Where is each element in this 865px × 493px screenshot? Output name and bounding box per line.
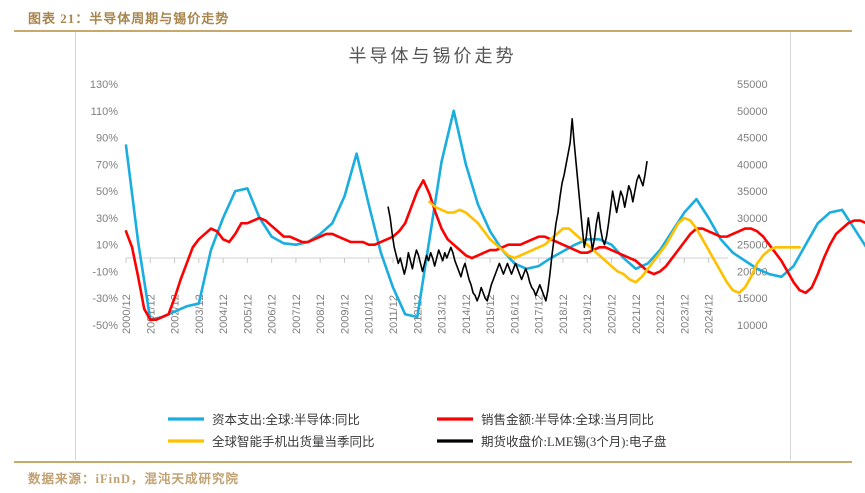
x-axis-tick: 2007/12: [291, 294, 303, 334]
x-axis-tick: 2011/12: [388, 295, 400, 334]
x-axis-tick: 2006/12: [267, 294, 279, 334]
x-axis-tick: 2019/12: [582, 294, 594, 334]
y-axis-left-tick: -30%: [92, 293, 118, 305]
y-axis-right-tick: 40000: [737, 159, 768, 171]
y-axis-left-tick: -10%: [92, 266, 118, 278]
series-line-1: [124, 179, 865, 321]
x-axis-tick: 2009/12: [339, 294, 351, 334]
figure-caption: 图表 21：半导体周期与锡价走势: [28, 11, 230, 26]
y-axis-right-tick: 25000: [737, 240, 768, 252]
chart-title: 半导体与锡价走势: [348, 46, 517, 66]
y-axis-right-tick: 50000: [737, 106, 768, 118]
y-axis-right-tick: 55000: [737, 79, 768, 91]
x-axis-tick: 2010/12: [364, 294, 376, 334]
series-line-0: [124, 109, 865, 321]
source-note: 数据来源：iFinD，混沌天成研究院: [28, 472, 240, 486]
frame-right-line: [790, 32, 791, 460]
y-axis-right-tick: 35000: [737, 186, 768, 198]
y-axis-left-tick: 30%: [96, 213, 118, 225]
series-line-2: [428, 200, 801, 295]
y-axis-left-tick: 90%: [96, 133, 118, 145]
y-axis-right-tick: 15000: [737, 293, 768, 305]
series-line-3: [387, 118, 648, 302]
y-axis-left-tick: 110%: [91, 106, 119, 118]
divider-top: [14, 30, 852, 32]
y-axis-left-tick: 50%: [96, 186, 118, 198]
y-axis-right-tick: 30000: [737, 213, 768, 225]
legend-label: 销售金额:半导体:全球:当月同比: [481, 412, 654, 427]
x-axis-tick: 2016/12: [509, 294, 521, 334]
divider-bottom: [14, 461, 852, 463]
x-axis-tick: 2000/12: [121, 294, 133, 334]
x-axis-tick: 2023/12: [679, 294, 691, 334]
y-axis-left-tick: 70%: [96, 159, 118, 171]
x-axis-tick: 2020/12: [606, 294, 618, 334]
y-axis-left-tick: 10%: [96, 240, 118, 252]
y-axis-left-tick: -50%: [92, 320, 118, 332]
legend-label: 资本支出:全球:半导体:同比: [212, 412, 360, 427]
x-axis-tick: 2022/12: [655, 294, 667, 334]
x-axis-tick: 2014/12: [461, 294, 473, 334]
x-axis-tick: 2004/12: [218, 294, 230, 334]
x-axis-tick: 2018/12: [558, 294, 570, 334]
x-axis-tick: 2005/12: [242, 294, 254, 334]
y-axis-right-tick: 45000: [737, 133, 768, 145]
x-axis-tick: 2017/12: [534, 294, 546, 334]
x-axis-tick: 2021/12: [631, 294, 643, 334]
y-axis-right-tick: 10000: [737, 320, 768, 332]
x-axis-tick: 2015/12: [485, 294, 497, 334]
legend-label: 期货收盘价:LME锡(3个月):电子盘: [481, 434, 666, 449]
legend-label: 全球智能手机出货量当季同比: [212, 434, 375, 449]
x-axis-tick: 2024/12: [704, 294, 716, 334]
frame-left-line: [75, 32, 76, 460]
x-axis-tick: 2013/12: [437, 294, 449, 334]
x-axis-tick: 2008/12: [315, 294, 327, 334]
y-axis-left-tick: 130%: [90, 79, 118, 91]
